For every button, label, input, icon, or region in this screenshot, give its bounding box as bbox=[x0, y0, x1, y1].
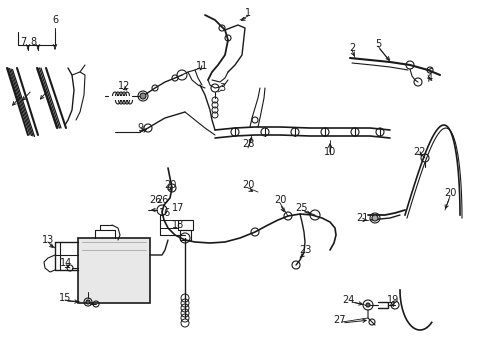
Text: 10: 10 bbox=[323, 147, 335, 157]
Text: 16: 16 bbox=[159, 208, 171, 218]
Text: 21: 21 bbox=[355, 213, 367, 223]
Text: 2: 2 bbox=[348, 43, 354, 53]
Circle shape bbox=[86, 300, 90, 304]
Text: 12: 12 bbox=[118, 81, 130, 91]
Text: 25: 25 bbox=[295, 203, 307, 213]
Text: 13: 13 bbox=[42, 235, 54, 245]
Bar bbox=[78, 238, 150, 303]
Text: 20: 20 bbox=[273, 195, 285, 205]
Circle shape bbox=[140, 93, 146, 99]
Text: 19: 19 bbox=[386, 295, 398, 305]
Text: 3: 3 bbox=[219, 83, 224, 93]
Bar bbox=[178, 220, 193, 230]
Text: 14: 14 bbox=[60, 258, 72, 268]
Text: 26: 26 bbox=[148, 195, 161, 205]
Text: 24: 24 bbox=[341, 295, 353, 305]
Text: 1: 1 bbox=[244, 8, 250, 18]
Text: 17: 17 bbox=[171, 203, 184, 213]
Text: 20: 20 bbox=[242, 180, 254, 190]
Text: 23: 23 bbox=[298, 245, 310, 255]
Circle shape bbox=[365, 303, 369, 307]
Text: 6: 6 bbox=[52, 15, 58, 25]
Text: 22: 22 bbox=[413, 147, 426, 157]
Text: 27: 27 bbox=[333, 315, 346, 325]
Text: 9: 9 bbox=[137, 123, 143, 133]
Text: 4: 4 bbox=[426, 73, 432, 83]
Circle shape bbox=[371, 215, 377, 221]
Text: 8: 8 bbox=[30, 37, 36, 47]
Text: 11: 11 bbox=[196, 61, 208, 71]
Text: 7: 7 bbox=[20, 37, 26, 47]
Text: 28: 28 bbox=[242, 139, 254, 149]
Text: 18: 18 bbox=[171, 220, 184, 230]
Text: 20: 20 bbox=[163, 180, 176, 190]
Bar bbox=[180, 230, 191, 240]
Text: 26: 26 bbox=[156, 195, 168, 205]
Text: 15: 15 bbox=[59, 293, 71, 303]
Text: 5: 5 bbox=[374, 39, 380, 49]
Text: 20: 20 bbox=[443, 188, 455, 198]
